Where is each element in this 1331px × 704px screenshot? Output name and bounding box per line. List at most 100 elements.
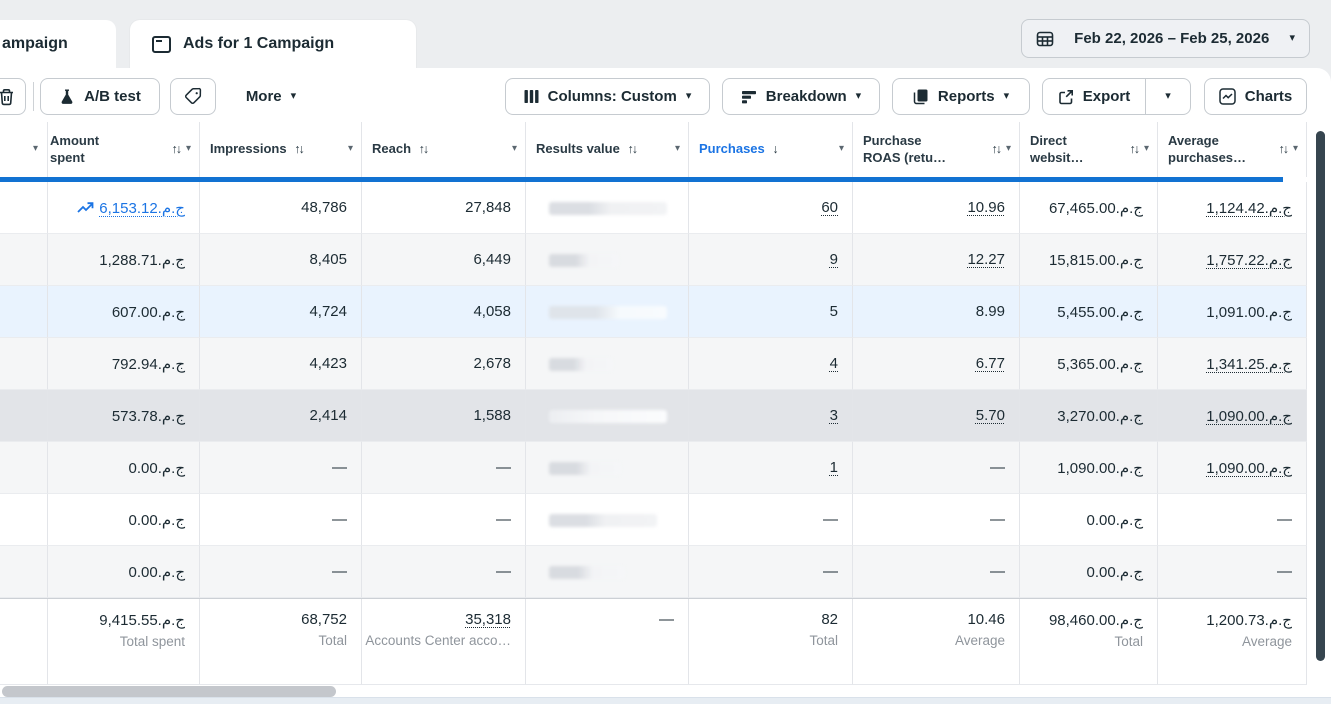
- amount-spent-cell: 1,288.71.م.ج: [48, 234, 200, 286]
- more-label: More: [245, 88, 282, 105]
- tab-label: ampaign: [2, 35, 68, 52]
- redacted-results-pill: [549, 306, 667, 319]
- redacted-results-pill: [549, 410, 667, 423]
- results-value-cell: [526, 442, 689, 494]
- horizontal-scrollbar-thumb[interactable]: [2, 686, 336, 697]
- total-direct-website: 98,460.00.م.ج Total: [1020, 599, 1158, 685]
- purchases-cell: 60: [689, 182, 853, 234]
- column-header-average-purchases[interactable]: Average purchases… ↑↓ ▾: [1158, 122, 1307, 177]
- columns-button[interactable]: Columns: Custom ▾: [505, 78, 710, 115]
- impressions-cell: —: [200, 494, 362, 546]
- export-button[interactable]: Export: [1042, 78, 1146, 115]
- column-header-impressions[interactable]: Impressions ↑↓ ▾: [200, 122, 362, 177]
- results-value-cell: [526, 338, 689, 390]
- chevron-down-icon[interactable]: ▾: [1005, 143, 1011, 155]
- redacted-results-pill: [549, 202, 667, 215]
- amount-spent-cell: 573.78.م.ج: [48, 390, 200, 442]
- purchase-roas-cell: —: [853, 546, 1020, 598]
- reach-cell: —: [362, 494, 526, 546]
- results-value-cell: [526, 494, 689, 546]
- chevron-down-icon[interactable]: ▾: [838, 143, 844, 155]
- breakdown-label: Breakdown: [765, 88, 847, 105]
- ab-test-label: A/B test: [84, 88, 141, 105]
- breakdown-button[interactable]: Breakdown ▾: [722, 78, 880, 115]
- purchases-cell: —: [689, 546, 853, 598]
- table-row[interactable]: 0.00.م.ج — — 1 — 1,090.00.م.ج 1,090.00.م…: [0, 442, 1307, 494]
- column-header-reach[interactable]: Reach ↑↓ ▾: [362, 122, 526, 177]
- column-header-direct-website[interactable]: Direct websit… ↑↓ ▾: [1020, 122, 1158, 177]
- tag-button[interactable]: [170, 78, 216, 115]
- redacted-results-pill: [549, 462, 621, 475]
- sort-icon[interactable]: ↑↓: [627, 142, 637, 157]
- purchase-roas-cell: 6.77: [853, 338, 1020, 390]
- chevron-down-icon[interactable]: ▾: [674, 143, 680, 155]
- average-purchases-cell: 1,090.00.م.ج: [1158, 442, 1307, 494]
- amount-spent-cell: 792.94.م.ج: [48, 338, 200, 390]
- purchase-roas-cell: 5.70: [853, 390, 1020, 442]
- column-header-results-value[interactable]: Results value ↑↓ ▾: [526, 122, 689, 177]
- chevron-down-icon[interactable]: ▾: [511, 143, 517, 155]
- calendar-icon: [1036, 31, 1054, 46]
- sort-desc-icon[interactable]: ↓: [772, 142, 779, 157]
- date-range-button[interactable]: Feb 22, 2026 – Feb 25, 2026 ▾: [1021, 19, 1310, 58]
- tab-campaign-partial[interactable]: ampaign: [0, 20, 116, 68]
- chevron-down-icon[interactable]: ▾: [347, 143, 353, 155]
- impressions-cell: 4,724: [200, 286, 362, 338]
- amount-spent-cell: 0.00.م.ج: [48, 442, 200, 494]
- columns-label: Columns: Custom: [547, 88, 677, 105]
- average-purchases-cell: 1,091.00.م.ج: [1158, 286, 1307, 338]
- direct-website-cell: 5,455.00.م.ج: [1020, 286, 1158, 338]
- reports-button[interactable]: Reports ▾: [892, 78, 1030, 115]
- chevron-down-icon[interactable]: ▾: [32, 143, 38, 155]
- average-purchases-cell: 1,341.25.م.ج: [1158, 338, 1307, 390]
- more-button[interactable]: More ▾: [228, 78, 314, 115]
- chevron-down-icon[interactable]: ▾: [1292, 143, 1298, 155]
- sort-icon[interactable]: ↑↓: [991, 141, 1001, 156]
- chevron-down-icon[interactable]: ▾: [1143, 143, 1149, 155]
- results-value-cell: [526, 234, 689, 286]
- column-header-purchases[interactable]: Purchases ↓ ▾: [689, 122, 853, 177]
- sort-icon[interactable]: ↑↓: [1129, 141, 1139, 156]
- breakdown-icon: [741, 90, 756, 103]
- redacted-results-pill: [549, 514, 657, 527]
- purchases-cell: —: [689, 494, 853, 546]
- trend-line-icon: [77, 202, 94, 213]
- impressions-cell: 8,405: [200, 234, 362, 286]
- charts-button[interactable]: Charts: [1204, 78, 1307, 115]
- table-row-selected[interactable]: 607.00.م.ج 4,724 4,058 5 8.99 5,455.00.م…: [0, 286, 1307, 338]
- reach-cell: 4,058: [362, 286, 526, 338]
- table-row-hovered[interactable]: 573.78.م.ج 2,414 1,588 3 5.70 3,270.00.م…: [0, 390, 1307, 442]
- sort-icon[interactable]: ↑↓: [294, 142, 304, 157]
- table-row[interactable]: 6,153.12.م.ج 48,786 27,848 60 10.96 67,4…: [0, 182, 1307, 234]
- table-row[interactable]: 0.00.م.ج — — — — 0.00.م.ج —: [0, 494, 1307, 546]
- table-row[interactable]: 1,288.71.م.ج 8,405 6,449 9 12.27 15,815.…: [0, 234, 1307, 286]
- header-active-sort-bar: [0, 177, 1283, 182]
- sort-icon[interactable]: ↑↓: [418, 142, 429, 157]
- sort-icon[interactable]: ↑↓: [171, 141, 181, 156]
- ab-test-button[interactable]: A/B test: [40, 78, 160, 115]
- purchase-roas-cell: —: [853, 494, 1020, 546]
- tab-ads-for-1-campaign[interactable]: Ads for 1 Campaign: [130, 20, 416, 68]
- total-impressions: 68,752 Total: [200, 599, 362, 685]
- purchases-cell: 3: [689, 390, 853, 442]
- amount-spent-link[interactable]: 6,153.12.م.ج: [99, 199, 185, 217]
- amount-spent-cell: 0.00.م.ج: [48, 494, 200, 546]
- delete-button[interactable]: [0, 78, 26, 115]
- reports-icon: [913, 89, 928, 105]
- date-range-label: Feb 22, 2026 – Feb 25, 2026: [1074, 30, 1270, 47]
- table-row[interactable]: 0.00.م.ج — — — — 0.00.م.ج —: [0, 546, 1307, 598]
- export-dropdown-button[interactable]: ▾: [1145, 78, 1191, 115]
- direct-website-cell: 5,365.00.م.ج: [1020, 338, 1158, 390]
- window-icon: [152, 35, 171, 53]
- export-label: Export: [1082, 88, 1131, 105]
- column-header-amount-spent[interactable]: Amount spent ↑↓ ▾: [48, 122, 200, 177]
- chevron-down-icon[interactable]: ▾: [185, 143, 191, 155]
- average-purchases-cell: 1,124.42.م.ج: [1158, 182, 1307, 234]
- vertical-scrollbar-thumb[interactable]: [1316, 131, 1325, 661]
- table-row[interactable]: 792.94.م.ج 4,423 2,678 4 6.77 5,365.00.م…: [0, 338, 1307, 390]
- column-header-hidden[interactable]: ▾: [0, 122, 48, 177]
- sort-icon[interactable]: ↑↓: [1278, 141, 1288, 156]
- direct-website-cell: 15,815.00.م.ج: [1020, 234, 1158, 286]
- column-header-purchase-roas[interactable]: Purchase ROAS (retu… ↑↓ ▾: [853, 122, 1020, 177]
